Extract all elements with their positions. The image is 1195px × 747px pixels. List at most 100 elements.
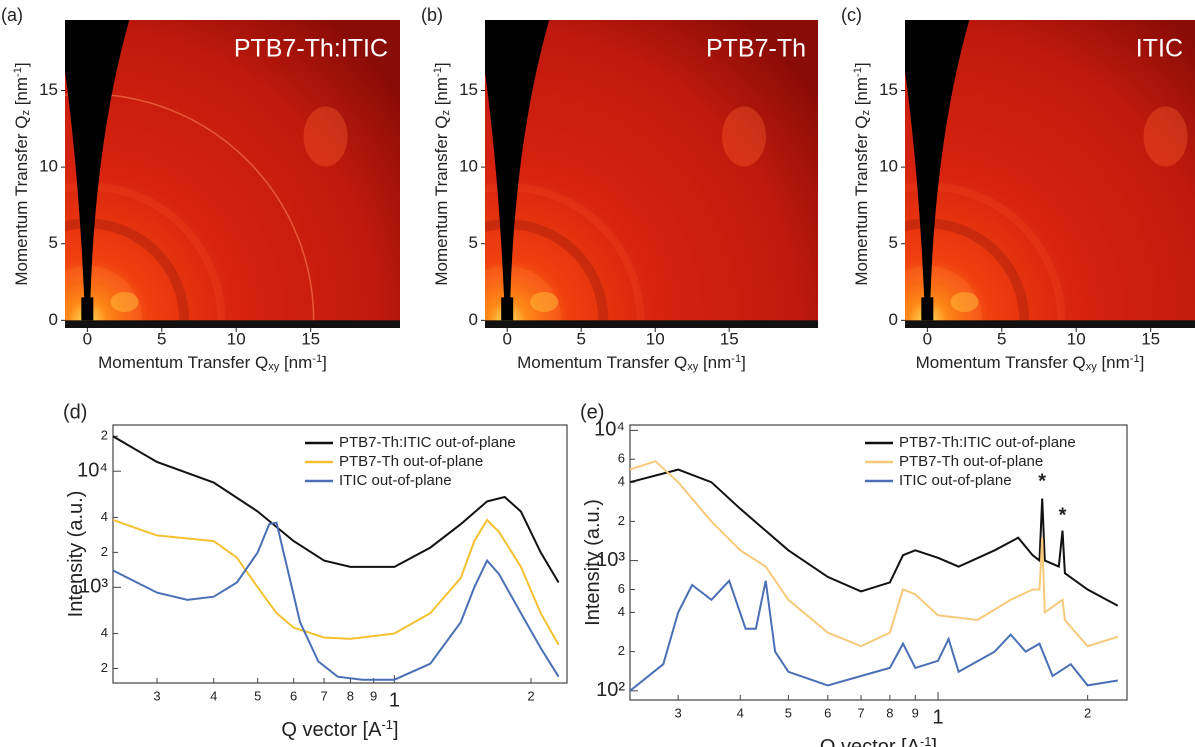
x-tick-label: 15 [301,329,320,348]
legend-label: PTB7-Th out-of-plane [339,453,483,470]
y-axis-label: Intensity (a.u.) [65,491,87,618]
diffraction-spot [530,291,559,312]
annotation: * [1059,504,1067,526]
y-axis-label-part: [nm [12,77,31,110]
x-tick-label: 0 [923,329,932,348]
beamstop [921,297,934,321]
diffraction-spot [110,291,139,312]
x-axis-label-part: -1 [312,353,322,365]
x-axis-label-part: ] [322,353,327,372]
horizon-strip [65,320,400,328]
x-axis-label-part: [nm [1097,353,1130,372]
panel-title: ITIC [1136,35,1183,63]
beamstop [81,297,94,321]
x-tick-label: 6 [290,688,297,703]
y-axis-label: Intensity (a.u.) [582,499,604,626]
x-tick-label: 9 [912,705,919,720]
plot-frame [112,424,568,684]
missing-wedge [485,20,550,301]
x-tick-label: 6 [824,705,831,720]
legend-label: ITIC out-of-plane [339,472,452,489]
x-axis-label-part: -1 [1130,353,1140,365]
x-axis-label-part: Q vector [A [820,736,921,747]
detector-image [485,20,818,328]
x-tick-label: 10 [646,329,665,348]
y-tick-label: 15 [459,80,478,99]
x-tick-label: 2 [527,688,534,703]
y-tick-label: 15 [39,80,58,99]
x-tick-label: 8 [886,705,893,720]
x-tick-label: 0 [83,329,92,348]
x-axis-label-part: xy [687,361,699,373]
legend-label: PTB7-Th:ITIC out-of-plane [899,434,1076,451]
y-axis-label: Momentum Transfer Qz [nm-1] [12,62,32,285]
x-axis-label-part: ] [393,719,399,741]
y-tick-label: 0 [889,310,898,329]
series-line [630,460,1119,648]
y-tick-label: 4 [101,509,108,524]
x-tick-label: 3 [675,705,682,720]
y-axis-label-part: Intensity (a.u.) [582,499,604,626]
y-tick-label: 6 [618,451,625,466]
x-axis-label-part: [nm [698,353,731,372]
y-tick-label: 6 [618,581,625,596]
series-line [630,578,1118,692]
y-axis-label: Momentum Transfer Qz [nm-1] [432,62,452,285]
x-tick-label: 5 [576,329,585,348]
y-axis-label-part: -1 [12,67,24,77]
x-tick-label: 9 [370,688,377,703]
series-line [630,468,1119,607]
plot-frame [629,424,1128,701]
image-background [65,20,400,328]
y-tick-label: 10² [596,679,625,701]
x-tick-label: 0 [502,329,511,348]
legend-label: PTB7-Th:ITIC out-of-plane [339,434,516,451]
y-tick-label: 2 [101,544,108,559]
x-axis-label-part: [nm [279,353,312,372]
y-axis-label-part: Momentum Transfer Q [852,116,871,286]
panel-label: (a) [1,5,23,25]
y-tick-label: 10 [39,157,58,176]
x-axis-label-part: Momentum Transfer Q [517,353,687,372]
detector-image [905,20,1195,328]
y-tick-label: 10 [459,157,478,176]
y-axis-label-part: Intensity (a.u.) [65,491,87,618]
x-tick-label: 7 [857,705,864,720]
x-axis-label-part: Momentum Transfer Q [916,353,1086,372]
x-axis-label-part: Momentum Transfer Q [98,353,268,372]
x-axis-label-part: -1 [731,353,741,365]
y-axis-label-part: ] [12,62,31,67]
y-axis-label: Momentum Transfer Qz [nm-1] [852,62,872,285]
x-axis-label: Q vector [A-1] [820,734,937,747]
panel-label: (b) [421,5,443,25]
x-axis-label-part: Q vector [A [281,719,382,741]
annotation: * [1038,470,1046,492]
y-axis-label-part: Momentum Transfer Q [432,116,451,286]
x-axis-label-part: ] [741,353,746,372]
y-tick-label: 4 [618,604,625,619]
y-axis-label-part: Momentum Transfer Q [12,116,31,286]
y-axis-label-part: ] [852,62,871,67]
x-tick-label: 5 [157,329,166,348]
x-axis-label-part: xy [268,361,280,373]
x-axis-label-part: -1 [920,734,932,747]
y-tick-label: 0 [469,310,478,329]
plot-area [113,435,560,681]
y-tick-label: 10³ [79,576,108,598]
x-tick-label: 3 [153,688,160,703]
y-tick-label: 2 [101,428,108,443]
y-tick-label: 2 [101,660,108,675]
x-tick-label: 15 [720,329,739,348]
horizon-strip [485,320,818,328]
y-tick-label: 2 [618,643,625,658]
x-axis-label: Momentum Transfer Qxy [nm-1] [98,353,327,373]
diffraction-spot [1143,106,1188,167]
y-axis-label-part: -1 [432,67,444,77]
y-axis-label-part: [nm [852,77,871,110]
missing-wedge [905,20,970,301]
panel-title: PTB7-Th:ITIC [234,35,388,63]
y-axis-label-part: [nm [432,77,451,110]
x-tick-label: 8 [347,688,354,703]
y-axis-label-part: -1 [852,67,864,77]
panel-label: (d) [63,401,87,423]
